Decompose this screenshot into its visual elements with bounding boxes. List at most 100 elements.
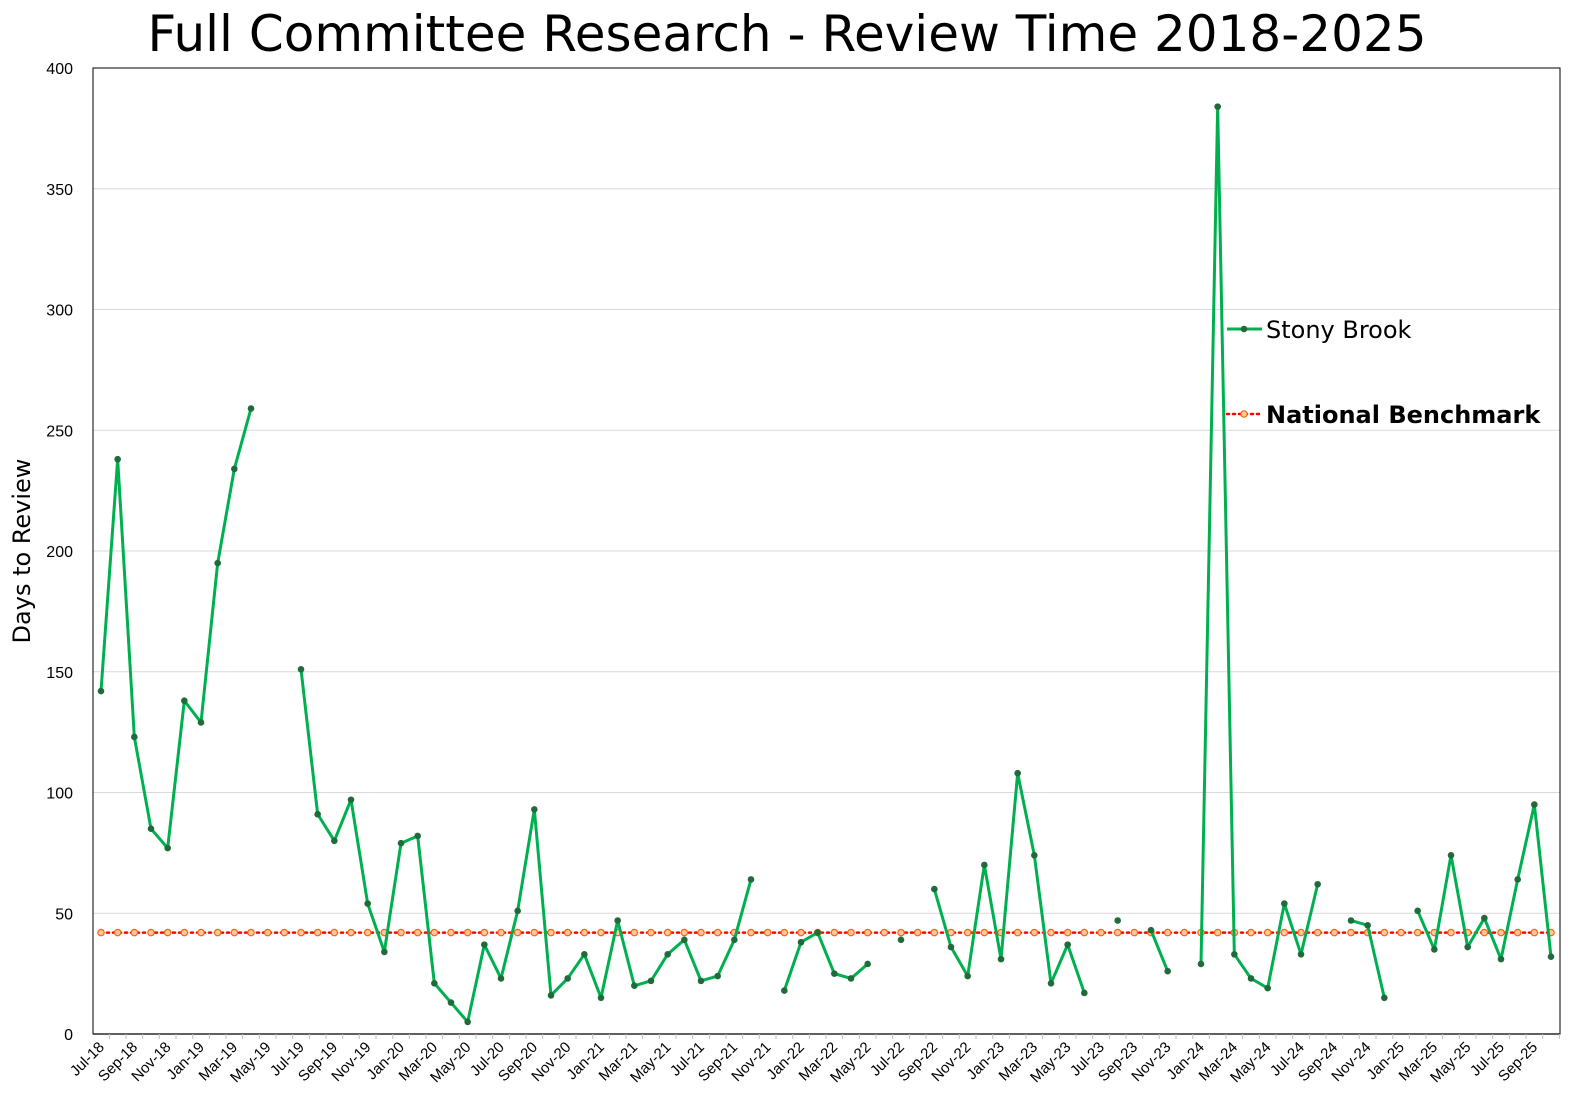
legend-marker-stony-brook	[1240, 325, 1248, 333]
data-point	[197, 719, 205, 726]
data-point	[447, 999, 455, 1006]
data-point	[1164, 967, 1171, 975]
data-point	[297, 666, 305, 673]
data-point	[464, 1018, 471, 1026]
benchmark-point	[1163, 928, 1172, 937]
data-point	[1247, 975, 1255, 982]
data-point	[1414, 907, 1421, 915]
data-point	[231, 465, 238, 473]
y-tick-label: 200	[46, 544, 73, 561]
benchmark-point	[1047, 928, 1055, 937]
benchmark-point	[97, 928, 105, 937]
benchmark-point	[797, 928, 805, 937]
chart-title: Full Committee Research - Review Time 20…	[147, 5, 1427, 63]
benchmark-point	[530, 928, 539, 937]
data-point	[814, 929, 821, 936]
data-point	[131, 733, 138, 741]
series-line-segment	[1149, 929, 1170, 972]
benchmark-point	[630, 928, 639, 937]
benchmark-point	[830, 928, 839, 937]
data-point	[1531, 801, 1538, 808]
benchmark-point	[130, 928, 139, 937]
benchmark-point	[397, 928, 405, 937]
benchmark-point	[1330, 928, 1339, 937]
data-point	[1364, 922, 1371, 929]
data-point	[214, 559, 221, 567]
data-point	[1197, 960, 1205, 968]
data-point	[347, 796, 355, 804]
data-point	[697, 977, 705, 985]
legend-marker-national-benchmark	[1240, 410, 1248, 418]
series-line-segment	[1199, 105, 1320, 990]
benchmark-point	[1480, 928, 1489, 937]
data-point	[847, 975, 855, 982]
benchmark-point	[163, 928, 172, 937]
series-line-segment	[932, 771, 1086, 994]
benchmark-point	[780, 928, 789, 937]
benchmark-point	[1030, 928, 1039, 937]
data-point	[747, 876, 755, 883]
legend-label-national-benchmark: National Benchmark	[1266, 401, 1541, 429]
benchmark-point	[147, 928, 155, 937]
benchmark-point	[463, 928, 472, 937]
data-point	[1314, 880, 1321, 888]
benchmark-point	[930, 928, 939, 937]
data-point	[597, 994, 605, 1002]
data-point	[964, 972, 971, 980]
benchmark-point	[1347, 928, 1355, 937]
benchmark-point	[430, 928, 439, 937]
data-point	[1281, 900, 1288, 907]
series-line-segment	[782, 931, 869, 992]
data-point	[581, 951, 588, 958]
benchmark-point	[1063, 928, 1072, 937]
legend-item-stony-brook[interactable]: Stony Brook	[1227, 316, 1412, 344]
legend-item-national-benchmark[interactable]: National Benchmark	[1225, 401, 1541, 429]
data-point	[664, 951, 671, 958]
benchmark-point	[1280, 928, 1289, 937]
series-national-benchmark	[97, 928, 1555, 937]
data-point	[381, 948, 388, 956]
data-point	[1547, 953, 1555, 961]
data-point	[331, 837, 338, 845]
benchmark-point	[963, 928, 972, 937]
benchmark-point	[713, 928, 722, 937]
benchmark-point	[1263, 928, 1272, 937]
series-line-segment	[99, 408, 253, 850]
benchmark-point	[663, 928, 672, 937]
benchmark-point	[1447, 928, 1455, 937]
data-point	[947, 943, 955, 951]
benchmark-point	[1080, 928, 1089, 937]
data-point	[1081, 989, 1088, 997]
benchmark-point	[763, 928, 772, 937]
benchmark-point	[1113, 928, 1122, 937]
data-point	[1231, 951, 1238, 958]
benchmark-point	[180, 928, 189, 937]
legend: Stony Brook National Benchmark	[1225, 316, 1541, 429]
data-point	[164, 844, 171, 852]
benchmark-point	[480, 928, 489, 937]
data-point	[97, 687, 105, 695]
data-point	[997, 955, 1005, 963]
data-point	[864, 960, 871, 968]
data-point	[1147, 926, 1155, 934]
benchmark-point	[230, 928, 239, 937]
data-point	[831, 970, 838, 977]
benchmark-point	[330, 928, 339, 937]
benchmark-point	[647, 928, 655, 937]
data-point	[1514, 876, 1521, 883]
data-point	[414, 832, 421, 840]
benchmark-point	[547, 928, 555, 937]
benchmark-point	[863, 928, 872, 937]
data-point	[1014, 769, 1021, 777]
benchmark-point	[847, 928, 855, 937]
benchmark-point	[413, 928, 422, 937]
benchmark-point	[363, 928, 372, 937]
data-point	[181, 697, 188, 705]
benchmark-point	[497, 928, 505, 937]
y-tick-label: 0	[64, 1027, 73, 1044]
benchmark-point	[980, 928, 989, 937]
benchmark-point	[1013, 928, 1022, 937]
y-tick-label: 50	[55, 906, 73, 923]
data-point	[1114, 917, 1121, 924]
data-point	[981, 861, 988, 869]
